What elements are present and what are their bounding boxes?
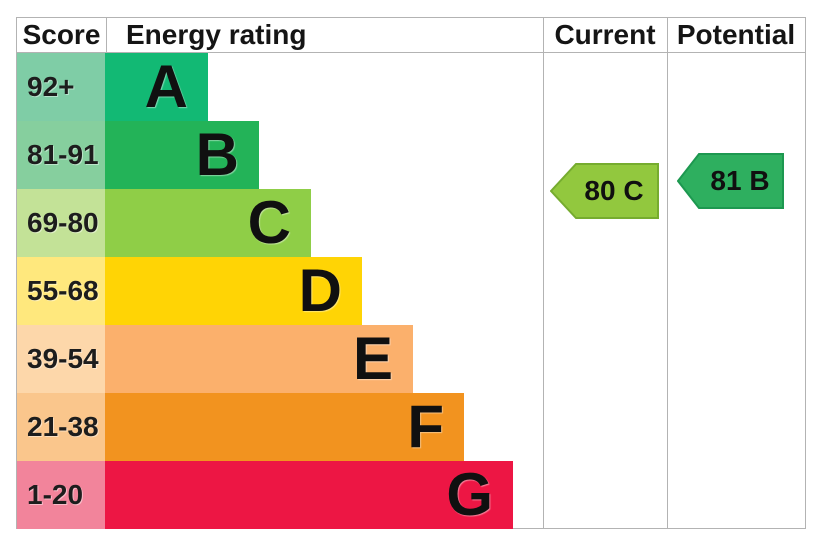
band-bar-d: D <box>105 257 362 325</box>
band-letter-f: F <box>407 393 444 460</box>
potential-arrow-shape <box>677 153 784 209</box>
header-current: Current <box>554 19 656 50</box>
band-row-f: 21-38 F <box>17 393 805 461</box>
band-row-d: 55-68 D <box>17 257 805 325</box>
band-bar-g: G <box>105 461 513 529</box>
potential-arrow-label: 81 B <box>710 165 770 196</box>
header-energy-rating: Energy rating <box>126 19 307 50</box>
current-arrow: 80 C <box>550 162 660 220</box>
column-divider-potential <box>667 18 668 528</box>
potential-arrow: 81 B <box>677 152 785 210</box>
band-bar-c: C <box>105 189 311 257</box>
band-bar-a: A <box>105 53 208 121</box>
band-score-c: 69-80 <box>17 189 105 257</box>
band-row-c: 69-80 C <box>17 189 805 257</box>
band-rows: 92+ A 81-91 B 69-80 C 55-68 D 39-54 E 21… <box>17 53 805 529</box>
band-score-a: 92+ <box>17 53 105 121</box>
band-row-g: 1-20 G <box>17 461 805 529</box>
band-letter-c: C <box>247 189 291 256</box>
band-row-b: 81-91 B <box>17 121 805 189</box>
rating-table: Score Energy rating Current Potential 92… <box>16 17 806 529</box>
header-potential: Potential <box>676 19 796 50</box>
band-bar-b: B <box>105 121 259 189</box>
band-score-e: 39-54 <box>17 325 105 393</box>
band-bar-e: E <box>105 325 413 393</box>
band-score-g: 1-20 <box>17 461 105 529</box>
current-arrow-label: 80 C <box>584 175 644 206</box>
band-letter-a: A <box>144 53 188 120</box>
band-letter-d: D <box>298 257 342 324</box>
band-letter-g: G <box>446 461 493 528</box>
column-divider-current <box>543 18 544 528</box>
table-header: Score Energy rating Current Potential <box>17 18 805 53</box>
band-row-e: 39-54 E <box>17 325 805 393</box>
band-score-b: 81-91 <box>17 121 105 189</box>
current-arrow-shape <box>550 163 659 219</box>
band-score-f: 21-38 <box>17 393 105 461</box>
band-row-a: 92+ A <box>17 53 805 121</box>
band-letter-b: B <box>195 121 239 188</box>
band-bar-f: F <box>105 393 464 461</box>
band-letter-e: E <box>352 325 393 392</box>
header-score: Score <box>17 18 107 52</box>
band-score-d: 55-68 <box>17 257 105 325</box>
